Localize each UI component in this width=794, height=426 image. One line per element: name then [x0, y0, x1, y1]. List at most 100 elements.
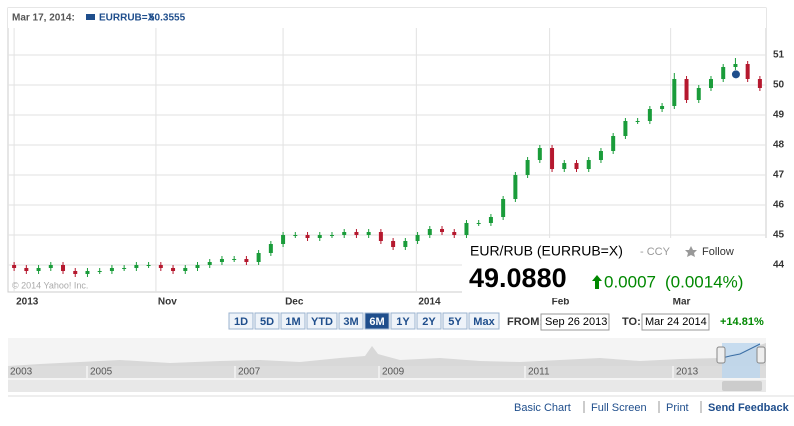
candle-body — [452, 232, 457, 235]
follow-star[interactable] — [685, 246, 697, 257]
candle-body — [672, 79, 677, 106]
candle-body — [708, 79, 713, 88]
y-tick-label: 47 — [773, 170, 785, 181]
candle-body — [721, 67, 726, 79]
candle-body — [476, 223, 481, 224]
hover-value: 50.3555 — [149, 13, 186, 24]
from-value: Sep 26 2013 — [545, 316, 607, 328]
candle-body — [391, 241, 396, 247]
navigator: 2003 2005 2007 2009 2011 2013 — [6, 338, 766, 392]
range-button[interactable] — [468, 312, 500, 330]
watermark: © 2014 Yahoo! Inc. — [12, 280, 88, 290]
left-handle[interactable] — [716, 346, 726, 364]
x-tick-label: Mar — [673, 297, 691, 308]
range-button-label: 1D — [234, 316, 248, 328]
range-button[interactable] — [338, 312, 364, 330]
range-button[interactable] — [416, 312, 442, 330]
candle-body — [745, 64, 750, 79]
range-buttons: 1D 5D 1M YTD 3M 6M 1Y 2Y 5Y Max — [228, 312, 500, 330]
range-button-label: 5D — [260, 316, 274, 328]
range-button[interactable] — [364, 312, 390, 330]
candle-body — [537, 148, 542, 160]
range-button-label: 5Y — [448, 316, 462, 328]
candle-body — [97, 271, 102, 272]
range-button[interactable] — [306, 312, 338, 330]
to-value: Mar 24 2014 — [645, 316, 707, 328]
candle-body — [171, 268, 176, 271]
to-input[interactable] — [641, 313, 710, 331]
right-handle[interactable] — [756, 346, 766, 364]
range-button[interactable] — [442, 312, 468, 330]
quote-name: EUR/RUB (EURRUB=X) — [470, 243, 623, 259]
y-tick-label: 44 — [773, 260, 785, 271]
footer-link[interactable]: Basic Chart — [514, 402, 571, 414]
year-strip — [8, 366, 766, 378]
candle-body — [342, 232, 347, 235]
candle-body — [61, 265, 66, 271]
candle-body — [550, 148, 555, 169]
period-change: +14.81% — [720, 316, 764, 328]
candle-body — [281, 235, 286, 244]
candle-body — [329, 235, 334, 236]
range-button-label: 1Y — [396, 316, 410, 328]
candle-body — [24, 268, 29, 271]
candle-body — [440, 229, 445, 232]
candle-body — [733, 64, 738, 67]
range-button[interactable] — [390, 312, 416, 330]
scroll-thumb[interactable] — [722, 381, 762, 391]
candle-body — [354, 232, 359, 235]
candle-body — [525, 160, 530, 175]
navigator-window[interactable] — [722, 343, 760, 378]
candle-body — [73, 271, 78, 274]
year-label: 2005 — [90, 367, 113, 378]
hover-name: EURRUB=X — [99, 13, 155, 24]
candle-body — [317, 235, 322, 238]
year-label: 2013 — [676, 367, 699, 378]
quote-change: 0.0007 — [604, 272, 656, 291]
follow-link[interactable]: Follow — [702, 246, 734, 258]
up-arrow — [592, 275, 602, 289]
candle-body — [85, 271, 90, 274]
x-tick-label: Feb — [552, 297, 570, 308]
range-button[interactable] — [228, 312, 254, 330]
scrollbar[interactable] — [8, 380, 766, 392]
range-button[interactable] — [280, 312, 306, 330]
from-label: FROM: — [507, 316, 543, 328]
candle-body — [635, 121, 640, 122]
x-tick-label: 2013 — [16, 297, 39, 308]
range-button-label: 1M — [285, 316, 300, 328]
year-label: 2009 — [382, 367, 405, 378]
year-label: 2003 — [10, 367, 33, 378]
to-label: TO: — [622, 316, 641, 328]
candle-body — [378, 232, 383, 241]
candle-body — [158, 265, 163, 268]
candle-body — [660, 106, 665, 109]
range-button-label: YTD — [311, 316, 333, 328]
footer-link[interactable]: Print — [666, 402, 689, 414]
footer-link[interactable]: Send Feedback — [708, 402, 790, 414]
x-tick-label: Dec — [285, 297, 304, 308]
candle-body — [696, 88, 701, 100]
candle-body — [501, 199, 506, 217]
year-label: 2011 — [528, 367, 550, 378]
year-label: 2007 — [238, 367, 261, 378]
footer: Basic Chart Full Screen Print Send Feedback — [514, 401, 790, 414]
from-input[interactable] — [540, 313, 610, 331]
candle-body — [623, 121, 628, 136]
y-tick-label: 45 — [773, 230, 785, 241]
y-tick-label: 48 — [773, 140, 785, 151]
candle-body — [232, 259, 237, 260]
y-tick-label: 51 — [773, 50, 785, 61]
candle-body — [195, 265, 200, 268]
range-button[interactable] — [254, 312, 280, 330]
candle-body — [219, 259, 224, 262]
footer-link[interactable]: Full Screen — [591, 402, 647, 414]
candle-body — [366, 232, 371, 235]
candle-body — [293, 235, 298, 236]
candle-body — [109, 268, 114, 271]
candle-body — [757, 79, 762, 88]
hover-dot — [731, 70, 740, 79]
candle-body — [684, 79, 689, 100]
range-button-label: 3M — [343, 316, 358, 328]
